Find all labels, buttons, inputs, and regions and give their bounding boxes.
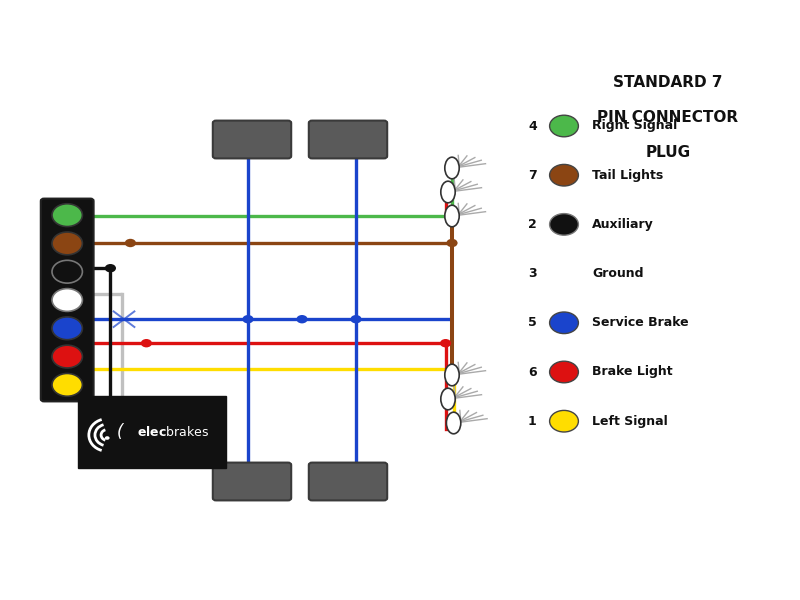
FancyBboxPatch shape (41, 199, 94, 401)
Text: 1: 1 (528, 415, 537, 428)
Circle shape (52, 204, 82, 227)
Circle shape (242, 315, 254, 323)
Circle shape (350, 315, 362, 323)
Circle shape (52, 373, 82, 396)
Circle shape (52, 289, 82, 311)
Text: Right Signal: Right Signal (592, 119, 678, 133)
Ellipse shape (446, 412, 461, 434)
Circle shape (105, 264, 116, 272)
Circle shape (52, 260, 82, 283)
FancyBboxPatch shape (213, 121, 291, 158)
Circle shape (550, 164, 578, 186)
Circle shape (446, 239, 458, 247)
Circle shape (52, 345, 82, 368)
Text: $\bf{elec}$brakes: $\bf{elec}$brakes (137, 425, 210, 439)
Text: Left Signal: Left Signal (592, 415, 668, 428)
FancyBboxPatch shape (309, 121, 387, 158)
Text: 4: 4 (528, 119, 537, 133)
Text: Service Brake: Service Brake (592, 316, 689, 329)
Circle shape (141, 339, 152, 347)
Text: 2: 2 (528, 218, 537, 231)
Text: Ground: Ground (592, 267, 643, 280)
Circle shape (550, 410, 578, 432)
Text: (: ( (117, 423, 123, 441)
Circle shape (296, 315, 308, 323)
Ellipse shape (441, 388, 455, 410)
Text: Auxiliary: Auxiliary (592, 218, 654, 231)
Circle shape (550, 214, 578, 235)
Text: 3: 3 (528, 267, 537, 280)
Text: 6: 6 (528, 365, 537, 379)
FancyBboxPatch shape (78, 396, 226, 468)
Circle shape (440, 339, 451, 347)
Ellipse shape (445, 205, 459, 227)
Ellipse shape (445, 364, 459, 386)
Text: 5: 5 (528, 316, 537, 329)
Text: Tail Lights: Tail Lights (592, 169, 663, 182)
Text: PIN CONNECTOR: PIN CONNECTOR (598, 110, 738, 125)
Circle shape (550, 312, 578, 334)
Ellipse shape (441, 181, 455, 203)
Text: 7: 7 (528, 169, 537, 182)
Ellipse shape (445, 157, 459, 179)
FancyBboxPatch shape (309, 463, 387, 500)
Circle shape (125, 239, 136, 247)
Circle shape (52, 317, 82, 340)
Text: PLUG: PLUG (646, 145, 690, 160)
Text: STANDARD 7: STANDARD 7 (614, 75, 722, 90)
Text: Brake Light: Brake Light (592, 365, 673, 379)
Circle shape (105, 436, 110, 440)
Circle shape (550, 361, 578, 383)
FancyBboxPatch shape (213, 463, 291, 500)
Circle shape (550, 115, 578, 137)
Circle shape (52, 232, 82, 255)
